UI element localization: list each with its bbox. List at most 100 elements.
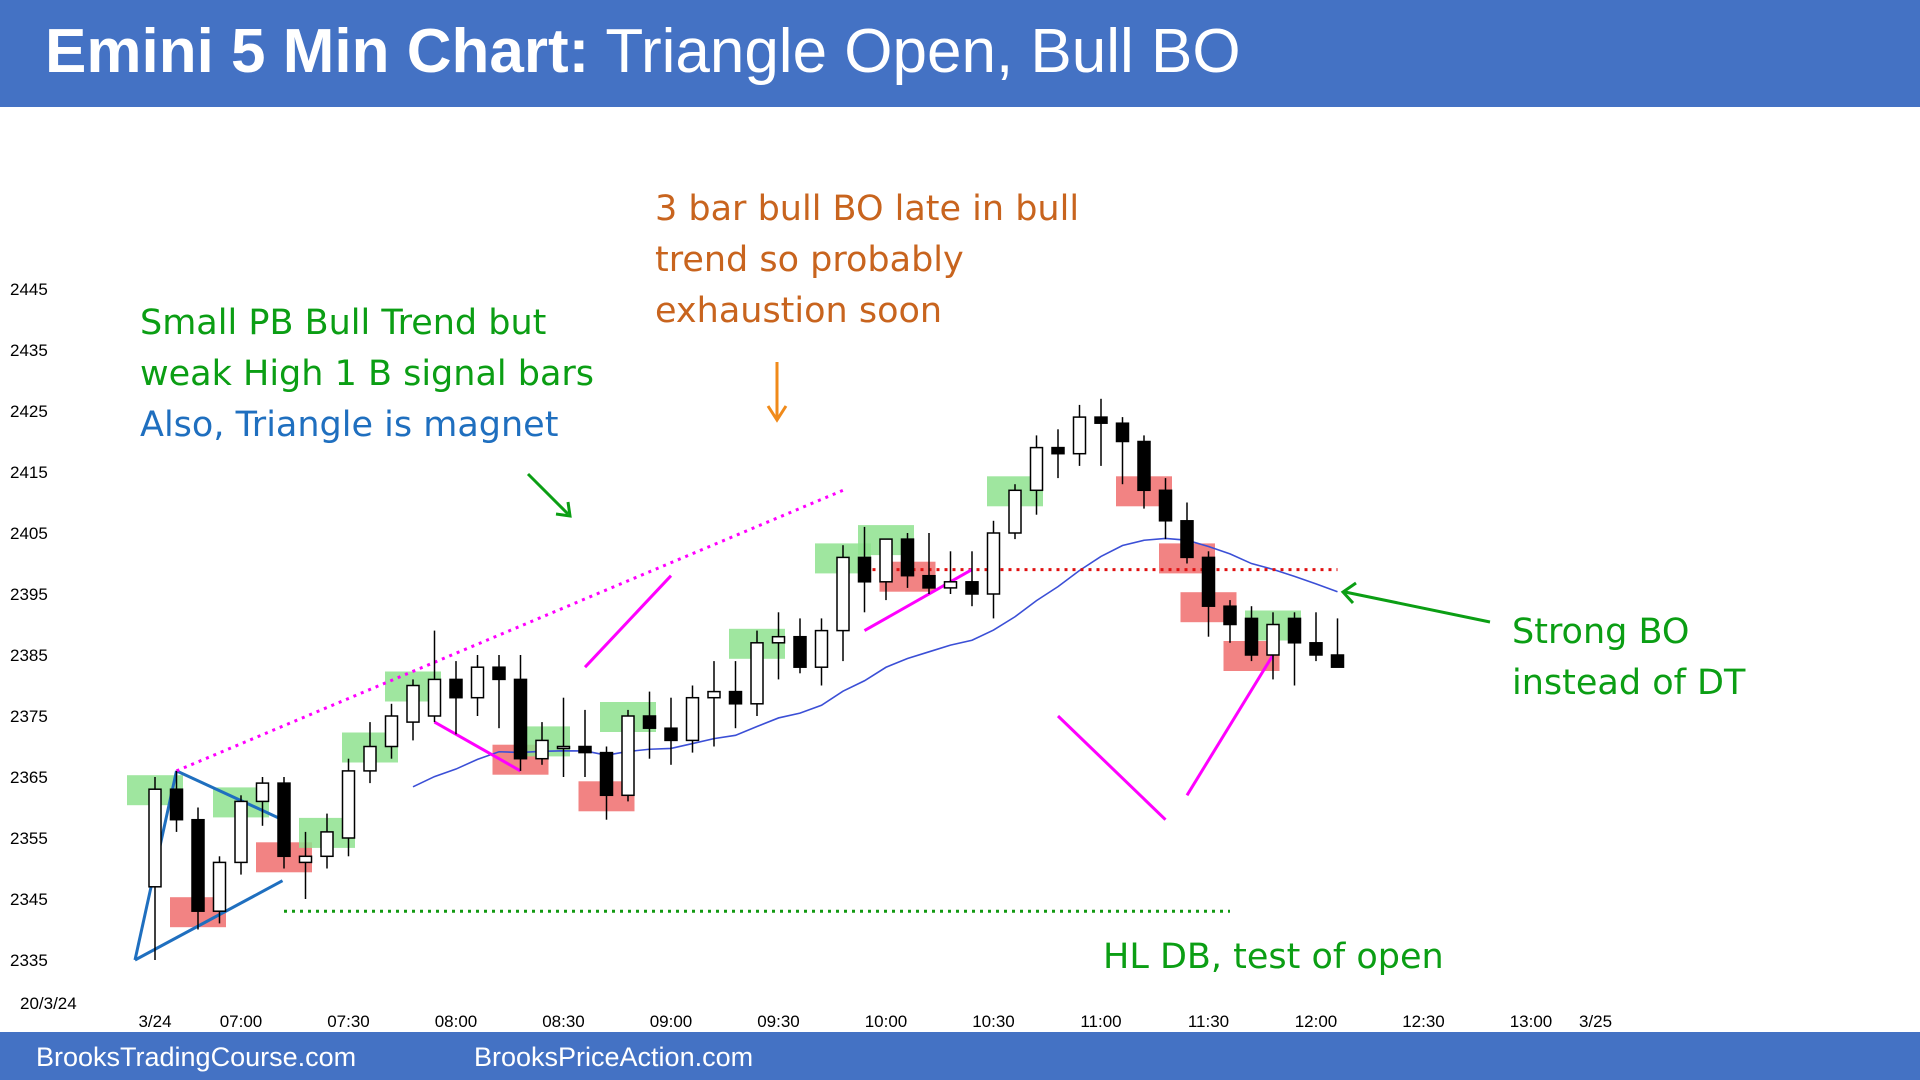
y-tick-label: 2405 <box>10 524 48 543</box>
candle-body <box>771 635 786 644</box>
note-left-line-1: Small PB Bull Trend but <box>140 303 547 343</box>
note-bottom-line: HL DB, test of open <box>1103 937 1444 977</box>
x-tick-label: 09:00 <box>650 1012 693 1031</box>
right-arrow-shaft <box>1344 590 1491 624</box>
candle-body <box>384 715 399 748</box>
candle-body <box>1051 446 1065 455</box>
y-tick-label: 2335 <box>10 951 48 970</box>
magenta-trend-line <box>583 574 673 669</box>
candle-body <box>965 581 979 595</box>
candle-body <box>1115 422 1130 443</box>
x-tick-label: 13:00 <box>1510 1012 1553 1031</box>
y-tick-label: 2415 <box>10 463 48 482</box>
note-left-line-3: Also, Triangle is magnet <box>140 405 559 445</box>
note-bottom: HL DB, test of open <box>1103 932 1444 983</box>
x-tick-label: 12:30 <box>1402 1012 1445 1031</box>
x-tick-label: 3/25 <box>1579 1012 1612 1031</box>
note-top-line-1: 3 bar bull BO late in bull <box>655 189 1080 229</box>
candle-body <box>1072 416 1087 455</box>
x-tick-label: 07:00 <box>220 1012 263 1031</box>
candle-body <box>1008 489 1022 534</box>
y-tick-label: 2355 <box>10 829 48 848</box>
footer-right-link[interactable]: BrooksPriceAction.com <box>474 1042 754 1072</box>
chart-title: Emini 5 Min Chart: Triangle Open, Bull B… <box>45 16 1241 87</box>
candle-body <box>879 538 893 583</box>
note-left-line-2: weak High 1 B signal bars <box>140 354 595 394</box>
y-axis-labels: 2335 2345 2355 2365 2375 2385 2395 2405 2415 2425… <box>10 280 48 970</box>
candle-body <box>836 556 850 632</box>
magenta-trend-line <box>1185 654 1275 797</box>
candle-body <box>1266 623 1280 656</box>
x-tick-label: 10:30 <box>972 1012 1015 1031</box>
candle-body <box>814 629 829 668</box>
y-tick-label: 2365 <box>10 768 48 787</box>
candle-body <box>1180 520 1194 559</box>
candle-body <box>1137 440 1151 492</box>
candle-body <box>922 574 936 589</box>
x-tick-label: 11:30 <box>1188 1012 1229 1031</box>
note-left: Small PB Bull Trend but weak High 1 B si… <box>140 298 594 451</box>
candle-body <box>1158 489 1173 522</box>
x-tick-label: 10:00 <box>865 1012 908 1031</box>
candle-body <box>363 745 377 772</box>
x-tick-label: 3/24 <box>138 1012 171 1031</box>
annotation-arrows <box>526 362 1491 624</box>
candle-body <box>621 715 635 797</box>
candle-body <box>449 678 463 699</box>
candle-body <box>1330 654 1345 668</box>
footer-bar: BrooksTradingCourse.com BrooksPriceActio… <box>0 1032 1920 1080</box>
candle-body <box>191 818 205 912</box>
title-rest: Triangle Open, Bull BO <box>589 17 1241 86</box>
candle-body <box>1223 605 1237 626</box>
green-arrow-head <box>555 501 572 518</box>
trend-lines <box>133 488 1338 962</box>
y-tick-label: 2445 <box>10 280 48 299</box>
x-tick-label: 11:00 <box>1080 1012 1121 1031</box>
note-right-line-2: instead of DT <box>1512 663 1746 703</box>
candles <box>148 398 1345 960</box>
candle-body <box>986 532 1001 595</box>
candle-body <box>642 715 657 729</box>
candle-body <box>169 788 184 821</box>
title-bold: Emini 5 Min Chart: <box>45 17 590 86</box>
triangle-line-top <box>175 769 284 822</box>
x-tick-label: 08:00 <box>435 1012 478 1031</box>
footer-left-link[interactable]: BrooksTradingCourse.com <box>36 1042 357 1072</box>
note-right-line-1: Strong BO <box>1512 612 1690 652</box>
candle-body <box>750 642 764 705</box>
orange-arrow-head <box>766 405 788 423</box>
x-tick-label: 12:00 <box>1295 1012 1338 1031</box>
candle-body <box>1244 617 1259 656</box>
candle-body <box>1201 556 1216 607</box>
candle-body <box>320 831 334 858</box>
candle-body <box>341 770 356 839</box>
candle-body <box>470 666 485 699</box>
y-tick-label: 2375 <box>10 707 48 726</box>
x-axis-labels: 3/24 07:00 07:30 08:00 08:30 09:00 09:30 10:00 1… <box>138 1012 1612 1031</box>
note-top-line-3: exhaustion soon <box>655 291 943 331</box>
candle-body <box>599 751 614 797</box>
right-arrow-head <box>1340 581 1357 605</box>
candle-body <box>535 739 549 760</box>
candle-body <box>578 745 592 754</box>
candle-body <box>857 556 872 583</box>
x-tick-label: 08:30 <box>542 1012 585 1031</box>
candle-body <box>212 861 227 912</box>
candle-body <box>406 684 420 723</box>
candle-body <box>1029 446 1044 492</box>
note-top-line-2: trend so probably <box>655 240 964 280</box>
dotted-trend-line <box>175 488 844 773</box>
x-tick-label: 09:30 <box>757 1012 800 1031</box>
candle-body <box>664 727 678 742</box>
magenta-trend-line <box>863 568 973 632</box>
candle-body <box>685 696 700 742</box>
y-tick-label: 2395 <box>10 585 48 604</box>
y-tick-label: 2385 <box>10 646 48 665</box>
triangle-line-bottom <box>134 879 284 962</box>
note-right: Strong BO instead of DT <box>1512 607 1745 709</box>
candle-body <box>148 788 162 888</box>
magenta-trend-line <box>433 720 522 773</box>
candle-body <box>1287 617 1302 644</box>
candle-body <box>298 855 313 864</box>
candle-body <box>943 581 958 589</box>
